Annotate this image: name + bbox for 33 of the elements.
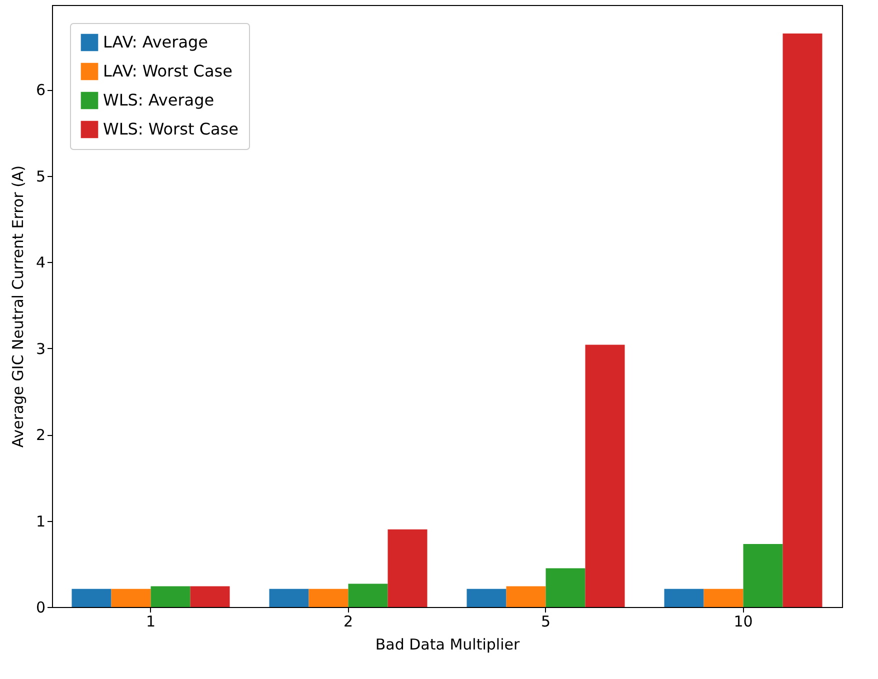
bar — [585, 344, 625, 607]
bar — [546, 568, 586, 607]
bar — [190, 586, 230, 607]
bar — [348, 584, 388, 607]
legend-label: WLS: Worst Case — [103, 120, 238, 138]
bar — [308, 588, 348, 607]
y-axis-title: Average GIC Neutral Current Error (A) — [8, 165, 27, 448]
bar — [269, 588, 309, 607]
y-tick-label: 4 — [36, 254, 46, 272]
x-axis-title: Bad Data Multiplier — [375, 636, 520, 654]
bar — [664, 588, 704, 607]
bar — [111, 588, 151, 607]
bar — [506, 586, 546, 607]
bar — [743, 544, 783, 607]
bar — [72, 588, 112, 607]
bar — [466, 588, 506, 607]
legend-label: WLS: Average — [103, 90, 214, 110]
y-tick-label: 6 — [36, 81, 46, 100]
bar — [704, 588, 744, 607]
legend-label: LAV: Worst Case — [103, 62, 232, 80]
bar — [150, 586, 190, 607]
y-tick-label: 1 — [36, 512, 46, 530]
x-tick-label: 10 — [734, 612, 753, 630]
y-tick-label: 0 — [36, 598, 46, 616]
y-tick-label: 5 — [36, 167, 46, 186]
y-tick-label: 3 — [36, 340, 46, 358]
x-tick-label: 2 — [343, 612, 354, 630]
x-tick-label: 1 — [146, 612, 156, 630]
x-tick-label: 5 — [540, 612, 551, 630]
bar — [388, 529, 428, 607]
y-tick-label: 2 — [36, 426, 46, 444]
legend-label: LAV: Average — [103, 32, 208, 52]
bar — [782, 33, 822, 607]
